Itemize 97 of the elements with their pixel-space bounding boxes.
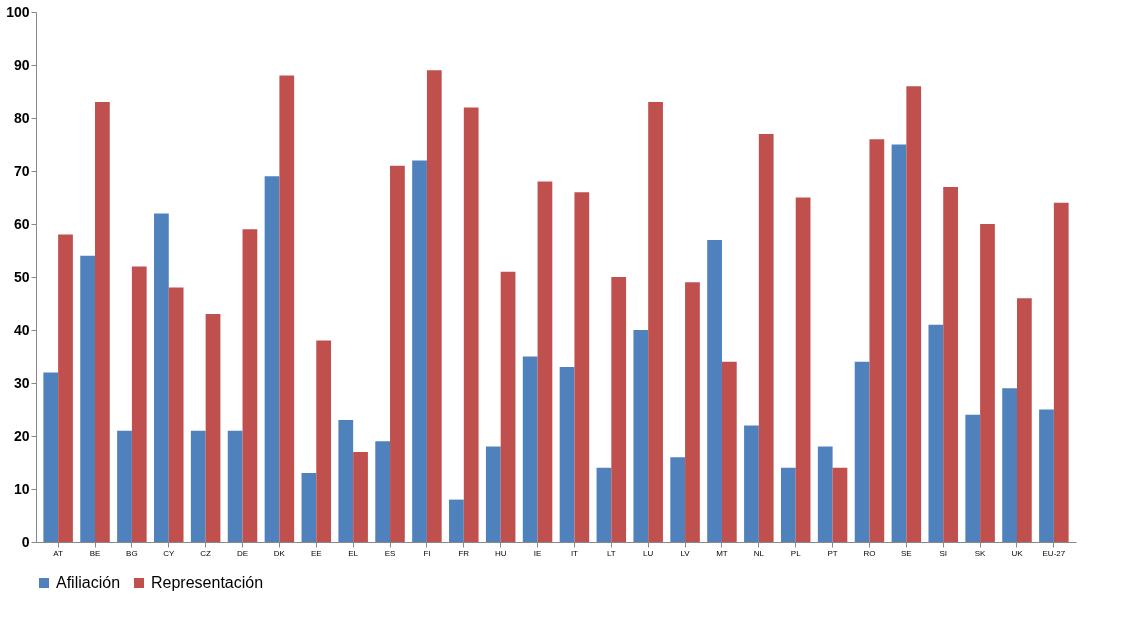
bar — [758, 133, 774, 542]
x-tick-label: SK — [974, 548, 987, 558]
x-tick-label: SE — [901, 548, 912, 558]
bar — [648, 102, 663, 542]
x-tick-label: FI — [423, 548, 431, 558]
legend-label: Representación — [151, 574, 264, 591]
bar — [117, 430, 132, 542]
bar — [721, 361, 737, 542]
x-tick-label: HU — [494, 548, 507, 558]
x-tick-label: CY — [163, 548, 175, 558]
bar — [190, 430, 206, 542]
bar — [242, 229, 258, 542]
y-tick-label: 80 — [13, 109, 30, 126]
x-tick-label: LV — [680, 548, 691, 558]
x-tick-label: LU — [643, 548, 654, 558]
y-tick-label: 20 — [13, 427, 30, 444]
bar — [906, 86, 922, 542]
bar — [80, 255, 96, 542]
bar — [633, 330, 649, 542]
bar — [854, 361, 870, 542]
bar — [264, 176, 280, 542]
bar — [1039, 409, 1054, 542]
bar — [685, 282, 700, 542]
bar — [1002, 388, 1017, 542]
bar — [154, 213, 169, 542]
x-tick-label: EL — [348, 548, 359, 558]
bar — [670, 457, 686, 542]
bar — [58, 234, 73, 542]
bar — [500, 271, 516, 542]
y-tick-label: 10 — [13, 480, 30, 497]
x-tick-label: CZ — [200, 548, 212, 558]
x-tick-label: MT — [716, 548, 728, 558]
x-tick-label: PL — [790, 548, 802, 558]
bar — [611, 277, 627, 542]
bar — [891, 144, 907, 542]
bar — [559, 367, 575, 542]
x-tick-label: EE — [310, 548, 322, 558]
y-tick-label: 30 — [13, 374, 30, 391]
bar — [574, 192, 590, 542]
bar — [744, 425, 759, 542]
x-tick-label: RO — [863, 548, 876, 558]
y-tick-label: 50 — [13, 268, 30, 285]
bar — [353, 451, 368, 542]
bar — [795, 197, 811, 542]
x-tick-label: AT — [53, 548, 64, 558]
bar — [168, 287, 184, 542]
x-tick-label: SI — [939, 548, 948, 558]
y-tick-label: 100 — [6, 3, 30, 20]
x-tick-label: BG — [126, 548, 138, 558]
bar — [449, 499, 464, 542]
bar — [131, 266, 147, 542]
bar — [485, 446, 501, 542]
x-tick-label: EU-27 — [1042, 548, 1066, 558]
x-tick-label: DK — [273, 548, 286, 558]
bar — [817, 446, 833, 542]
bar — [43, 372, 59, 542]
bar — [426, 70, 442, 542]
bar — [301, 473, 317, 542]
x-tick-label: LT — [606, 548, 616, 558]
x-tick-label: UK — [1011, 548, 1024, 558]
bar — [390, 165, 405, 542]
x-tick-label: BE — [89, 548, 101, 558]
bar — [965, 414, 981, 542]
bar — [869, 139, 885, 542]
bar — [205, 314, 221, 542]
x-tick-label: FR — [458, 548, 470, 558]
bar — [1016, 298, 1032, 542]
x-tick-label: DE — [236, 548, 249, 558]
bar — [95, 102, 110, 542]
bar — [980, 224, 995, 542]
bar — [943, 186, 958, 542]
x-tick-label: IE — [533, 548, 542, 558]
x-tick-label: ES — [384, 548, 396, 558]
bar — [227, 430, 243, 542]
y-tick-label: 70 — [13, 162, 30, 179]
bar — [316, 340, 332, 542]
bar — [780, 467, 796, 542]
x-tick-label: PT — [827, 548, 838, 558]
y-tick-label: 90 — [13, 56, 30, 73]
y-tick-label: 40 — [13, 321, 30, 338]
bar — [279, 75, 295, 542]
bar — [338, 420, 354, 542]
legend-label: Afiliación — [56, 574, 121, 591]
bar — [832, 467, 848, 542]
bar — [928, 324, 944, 542]
y-tick-label: 0 — [21, 533, 30, 550]
bar — [1053, 202, 1069, 542]
bar — [412, 160, 427, 542]
bar — [463, 107, 479, 542]
x-tick-label: NL — [753, 548, 765, 558]
bar — [522, 356, 538, 542]
bar — [537, 181, 553, 542]
bar — [707, 239, 722, 542]
x-tick-label: IT — [570, 548, 579, 558]
bar — [596, 467, 612, 542]
y-tick-label: 60 — [13, 215, 30, 232]
bar — [375, 441, 391, 542]
